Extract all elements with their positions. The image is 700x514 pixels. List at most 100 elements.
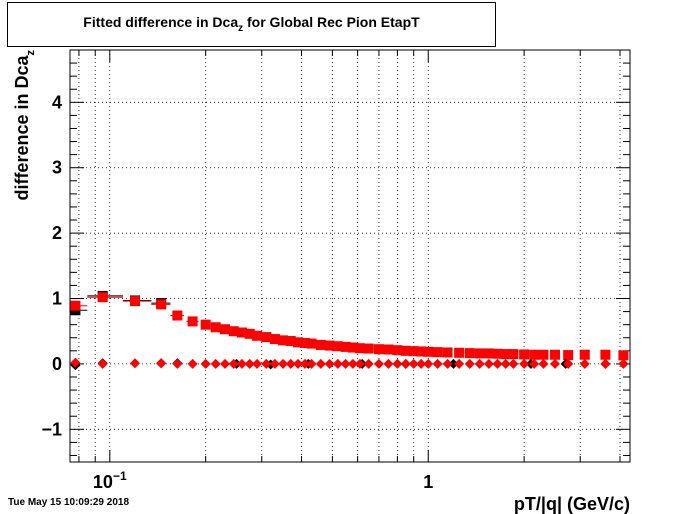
data-point	[299, 337, 310, 348]
data-point	[278, 358, 289, 369]
data-point	[416, 358, 427, 369]
data-point	[464, 348, 475, 359]
data-point	[474, 358, 485, 369]
data-point	[172, 310, 183, 321]
data-point	[423, 346, 434, 357]
series-3	[70, 357, 629, 369]
data-point	[519, 358, 530, 369]
data-point	[252, 358, 263, 369]
data-point	[549, 358, 560, 369]
data-point	[400, 358, 411, 369]
data-point	[97, 358, 108, 369]
data-point	[618, 350, 629, 361]
data-point	[432, 358, 443, 369]
data-point	[563, 358, 574, 369]
data-point	[210, 322, 221, 333]
data-point	[156, 358, 167, 369]
plot-frame	[69, 49, 631, 463]
data-point	[70, 357, 81, 368]
data-point	[244, 358, 255, 369]
data-point	[130, 358, 141, 369]
y-axis-title-subscript: z	[25, 50, 37, 56]
x-axis-title: pT/|q| (GeV/c)	[514, 494, 630, 514]
data-point	[219, 324, 230, 335]
data-point	[130, 296, 141, 307]
data-point	[400, 345, 411, 356]
data-point	[464, 358, 475, 369]
data-point	[315, 358, 326, 369]
data-point	[483, 348, 494, 359]
data-point	[442, 358, 453, 369]
data-point	[538, 358, 549, 369]
data-point	[228, 326, 239, 337]
y-tick-label: 1	[52, 289, 62, 309]
data-point	[423, 358, 434, 369]
data-point	[340, 358, 351, 369]
data-point	[529, 358, 540, 369]
y-tick-label: 3	[52, 158, 62, 178]
data-point	[315, 339, 326, 350]
data-point	[236, 358, 247, 369]
data-point	[269, 358, 280, 369]
data-point	[448, 358, 459, 369]
data-point	[228, 358, 239, 369]
data-point	[293, 337, 304, 348]
chart-title-box: Fitted difference in Dcaz for Global Rec…	[7, 2, 496, 47]
data-point	[563, 350, 574, 361]
data-point	[442, 347, 453, 358]
data-point	[529, 349, 540, 360]
data-point	[261, 332, 272, 343]
data-point	[492, 358, 503, 369]
x-tick-label: 10−1	[93, 469, 127, 492]
data-point	[600, 358, 611, 369]
data-point	[306, 358, 317, 369]
y-tick-label: 4	[52, 92, 62, 112]
data-point	[293, 358, 304, 369]
data-point	[383, 358, 394, 369]
data-point	[508, 349, 519, 360]
x-tick-label: 1	[423, 472, 433, 492]
data-point	[483, 358, 494, 369]
data-point	[373, 344, 384, 355]
y-axis-title: difference in Dcaz	[12, 50, 37, 201]
y-tick-label: 0	[52, 354, 62, 374]
data-point	[306, 338, 317, 349]
data-point	[383, 344, 394, 355]
data-point	[392, 358, 403, 369]
data-point	[600, 349, 611, 360]
data-point	[156, 299, 167, 310]
data-point	[285, 336, 296, 347]
data-point	[579, 349, 590, 360]
y-tick-label: −1	[41, 419, 62, 439]
data-point	[97, 292, 108, 303]
data-point	[278, 335, 289, 346]
data-point	[285, 358, 296, 369]
data-point	[408, 346, 419, 357]
data-point	[363, 343, 374, 354]
data-point	[519, 349, 530, 360]
series-1	[70, 292, 629, 361]
data-point	[252, 330, 263, 341]
data-point	[354, 358, 365, 369]
data-point	[454, 347, 465, 358]
data-point	[187, 358, 198, 369]
data-point	[363, 358, 374, 369]
data-point	[354, 343, 365, 354]
data-point	[549, 349, 560, 360]
data-point	[500, 358, 511, 369]
data-point	[474, 348, 485, 359]
data-point	[500, 349, 511, 360]
data-point	[347, 358, 358, 369]
data-point	[244, 328, 255, 339]
data-point	[210, 358, 221, 369]
data-point	[324, 358, 335, 369]
data-point	[324, 340, 335, 351]
data-point	[340, 341, 351, 352]
data-point	[538, 349, 549, 360]
chart-title: Fitted difference in Dcaz for Global Rec…	[83, 14, 420, 34]
data-point	[508, 358, 519, 369]
data-point	[200, 319, 211, 330]
timestamp-footer: Tue May 15 10:09:29 2018	[8, 497, 130, 508]
data-point	[332, 341, 343, 352]
